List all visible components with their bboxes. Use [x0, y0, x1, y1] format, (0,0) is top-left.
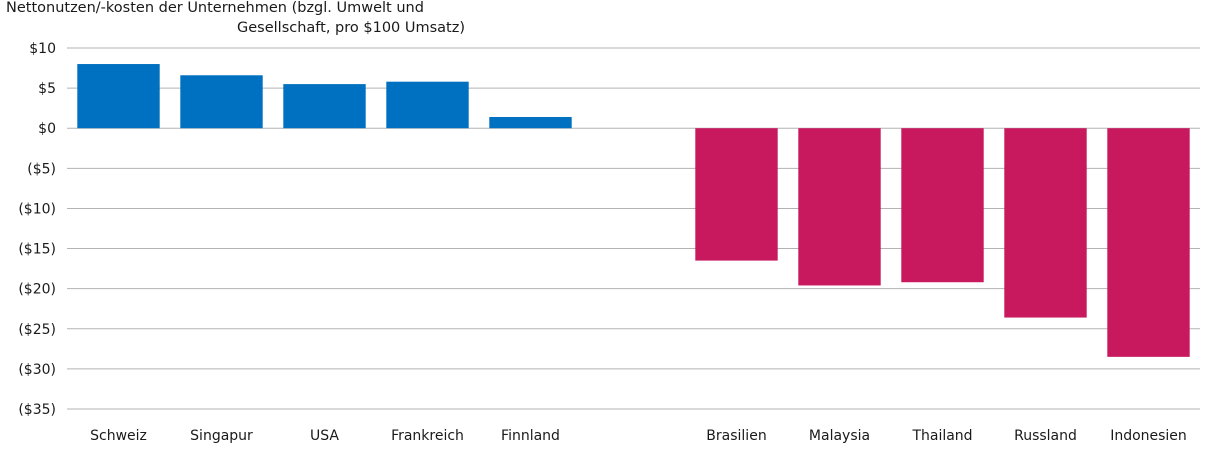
- x-tick-label: USA: [310, 428, 339, 444]
- x-tick-label: Russland: [1014, 428, 1077, 444]
- bar-finnland: [489, 116, 572, 129]
- bar-indonesien: [1107, 128, 1190, 357]
- chart-title-line-1: Nettonutzen/-kosten der Unternehmen (bzg…: [6, 0, 424, 16]
- y-tick-label: ($30): [18, 362, 56, 378]
- bar-thailand: [901, 128, 984, 283]
- x-tick-label: Frankreich: [391, 428, 464, 444]
- x-tick-label: Thailand: [911, 428, 972, 444]
- bar-usa: [283, 84, 366, 129]
- y-tick-label: ($5): [27, 161, 56, 177]
- bar-brasilien: [695, 128, 778, 261]
- y-axis-ticks: $10 $5 $0 ($5) ($10) ($15) ($20) ($25) ($30) ($35…: [18, 41, 56, 418]
- x-tick-label: Brasilien: [706, 428, 766, 444]
- y-tick-label: $0: [38, 121, 56, 137]
- x-tick-label: Finnland: [501, 428, 560, 444]
- y-tick-label: $5: [38, 81, 56, 97]
- x-tick-label: Malaysia: [809, 428, 870, 444]
- bar-russland: [1004, 128, 1087, 318]
- bars: [77, 64, 1190, 357]
- y-tick-label: ($25): [18, 322, 56, 338]
- x-tick-label: Indonesien: [1110, 428, 1187, 444]
- y-tick-label: $10: [29, 41, 56, 57]
- y-tick-label: ($20): [18, 282, 56, 298]
- y-tick-label: ($10): [18, 201, 56, 217]
- bar-schweiz: [77, 64, 160, 129]
- bar-singapur: [180, 75, 263, 129]
- y-tick-label: ($35): [18, 402, 56, 418]
- y-tick-label: ($15): [18, 242, 56, 258]
- chart-title-line-2: Gesellschaft, pro $100 Umsatz): [237, 20, 466, 36]
- x-axis-ticks: Schweiz Singapur USA Frankreich Finnland Bras…: [90, 428, 1187, 444]
- bar-malaysia: [798, 128, 881, 286]
- bar-frankreich: [386, 81, 469, 129]
- x-tick-label: Singapur: [190, 428, 253, 444]
- x-tick-label: Schweiz: [90, 428, 147, 444]
